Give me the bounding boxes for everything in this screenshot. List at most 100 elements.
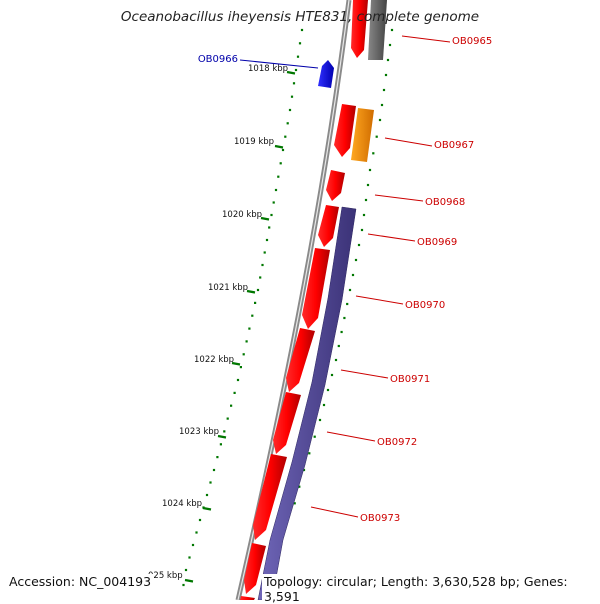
tick-dot (330, 373, 334, 377)
tick-dot (239, 366, 242, 369)
scale-label: 1018 kbp (248, 64, 288, 74)
tick-dot (362, 213, 366, 217)
tick-dot (191, 543, 195, 547)
tick-dot (294, 68, 298, 72)
tick-dot (300, 28, 304, 32)
tick-dot (318, 418, 322, 422)
scale-label: 1020 kbp (222, 210, 262, 220)
tick-dot (322, 403, 326, 407)
gene-labels: OB0965 OB0966 OB0967 OB0968 OB0969 OB0970 OB09… (198, 35, 492, 524)
map-title: Oceanobacillus iheyensis HTE831, complet… (120, 9, 480, 25)
tick-dot (334, 358, 338, 362)
orange-feature[interactable] (351, 108, 374, 162)
grey-feature[interactable] (368, 0, 387, 60)
scale-major-tick (286, 70, 296, 75)
scale-label: 025 kbp (148, 571, 183, 581)
genome-stats-text: Topology: circular; Length: 3,630,528 bp… (262, 574, 600, 604)
gene-ob0965-arrow[interactable] (351, 0, 368, 58)
tick-dot (188, 556, 191, 559)
gene-bottom-arrow[interactable] (244, 543, 266, 594)
gene-label[interactable]: OB0965 (452, 36, 492, 47)
gene-label-leader-line (401, 35, 451, 43)
gene-ob0966-arrow[interactable] (318, 60, 334, 88)
tick-dot (375, 135, 378, 138)
gene-ob0973-arrow[interactable] (253, 454, 287, 540)
tick-dot (360, 228, 364, 232)
gene-ob0968-arrow[interactable] (326, 170, 345, 201)
gene-label[interactable]: OB0967 (434, 140, 474, 151)
tick-dot (298, 485, 301, 488)
tick-dot (286, 122, 289, 125)
gene-label[interactable]: OB0966 (198, 54, 238, 65)
gene-label[interactable]: OB0968 (425, 197, 465, 208)
tick-dot (346, 302, 349, 306)
tick-dot (254, 301, 257, 304)
tick-dot (198, 518, 202, 522)
scale-label: 1023 kbp (179, 427, 219, 437)
tick-dot (274, 188, 278, 192)
scale-major-tick (274, 144, 284, 149)
scale-label: 1024 kbp (162, 499, 202, 509)
gene-label[interactable]: OB0969 (417, 237, 457, 248)
tick-dot (284, 135, 287, 138)
tick-dot (302, 468, 306, 472)
tick-dot (259, 276, 262, 279)
tick-dot (343, 316, 346, 320)
tick-dot (248, 327, 251, 330)
gene-label[interactable]: OB0973 (360, 513, 400, 524)
tick-dot (354, 258, 358, 262)
scale-label: 1019 kbp (234, 137, 274, 147)
tick-dot (390, 28, 394, 32)
gc-track-band (257, 206, 357, 600)
gene-label[interactable]: OB0972 (377, 437, 417, 448)
scale-label: 1021 kbp (208, 283, 248, 293)
accession-text: Accession: NC_004193 (9, 574, 154, 589)
gene-label-leader-line (384, 137, 433, 147)
scale-major-tick (202, 506, 212, 511)
gene-ob0967-arrow[interactable] (334, 104, 356, 157)
tick-dot (290, 95, 294, 98)
gene-bottom-edge[interactable] (240, 596, 255, 600)
tick-dot (380, 103, 384, 107)
gene-label[interactable]: OB0970 (405, 300, 445, 311)
gene-ob0969-arrow[interactable] (318, 205, 339, 247)
gene-ob0970-arrow[interactable] (302, 248, 330, 329)
gene-label-leader-line (374, 194, 424, 202)
scale-major-tick (246, 289, 256, 294)
tick-dot (372, 152, 375, 155)
tick-dot (272, 201, 275, 204)
scale-ruler: 1018 kbp 1019 kbp 1020 kbp 1021 kbp 1022 kbp… (148, 64, 296, 583)
gene-label[interactable]: OB0971 (390, 374, 430, 385)
gene-label-leader-line (326, 431, 376, 442)
scale-major-tick (231, 361, 241, 366)
gene-ob0972-arrow[interactable] (273, 392, 301, 454)
tick-dot (279, 162, 282, 165)
tick-dot (296, 55, 300, 58)
tick-dot (236, 378, 240, 382)
tick-dot (209, 481, 212, 484)
tick-dot (265, 238, 269, 242)
tick-dot (337, 344, 340, 348)
gene-label-leader-line (355, 295, 404, 305)
tick-dot (251, 314, 254, 317)
tick-dot (308, 452, 311, 455)
scale-major-tick (217, 434, 227, 439)
tick-dot (268, 226, 271, 229)
tick-dot (351, 273, 355, 277)
tick-dot (212, 468, 216, 472)
tick-dot (357, 243, 361, 247)
scale-major-tick (260, 216, 270, 221)
tick-dot (348, 288, 352, 292)
gc-track (257, 206, 357, 600)
scale-major-tick (184, 578, 194, 583)
tick-dot (195, 531, 198, 534)
gene-ob0971-arrow[interactable] (286, 328, 315, 392)
tick-dot (388, 43, 392, 47)
tick-dot (184, 568, 188, 572)
tick-dot (261, 263, 264, 267)
tick-dot (230, 404, 233, 407)
gene-label-leader-line (340, 369, 389, 379)
tick-dot (233, 391, 236, 394)
tick-dot (340, 330, 343, 334)
gene-features (240, 0, 387, 600)
